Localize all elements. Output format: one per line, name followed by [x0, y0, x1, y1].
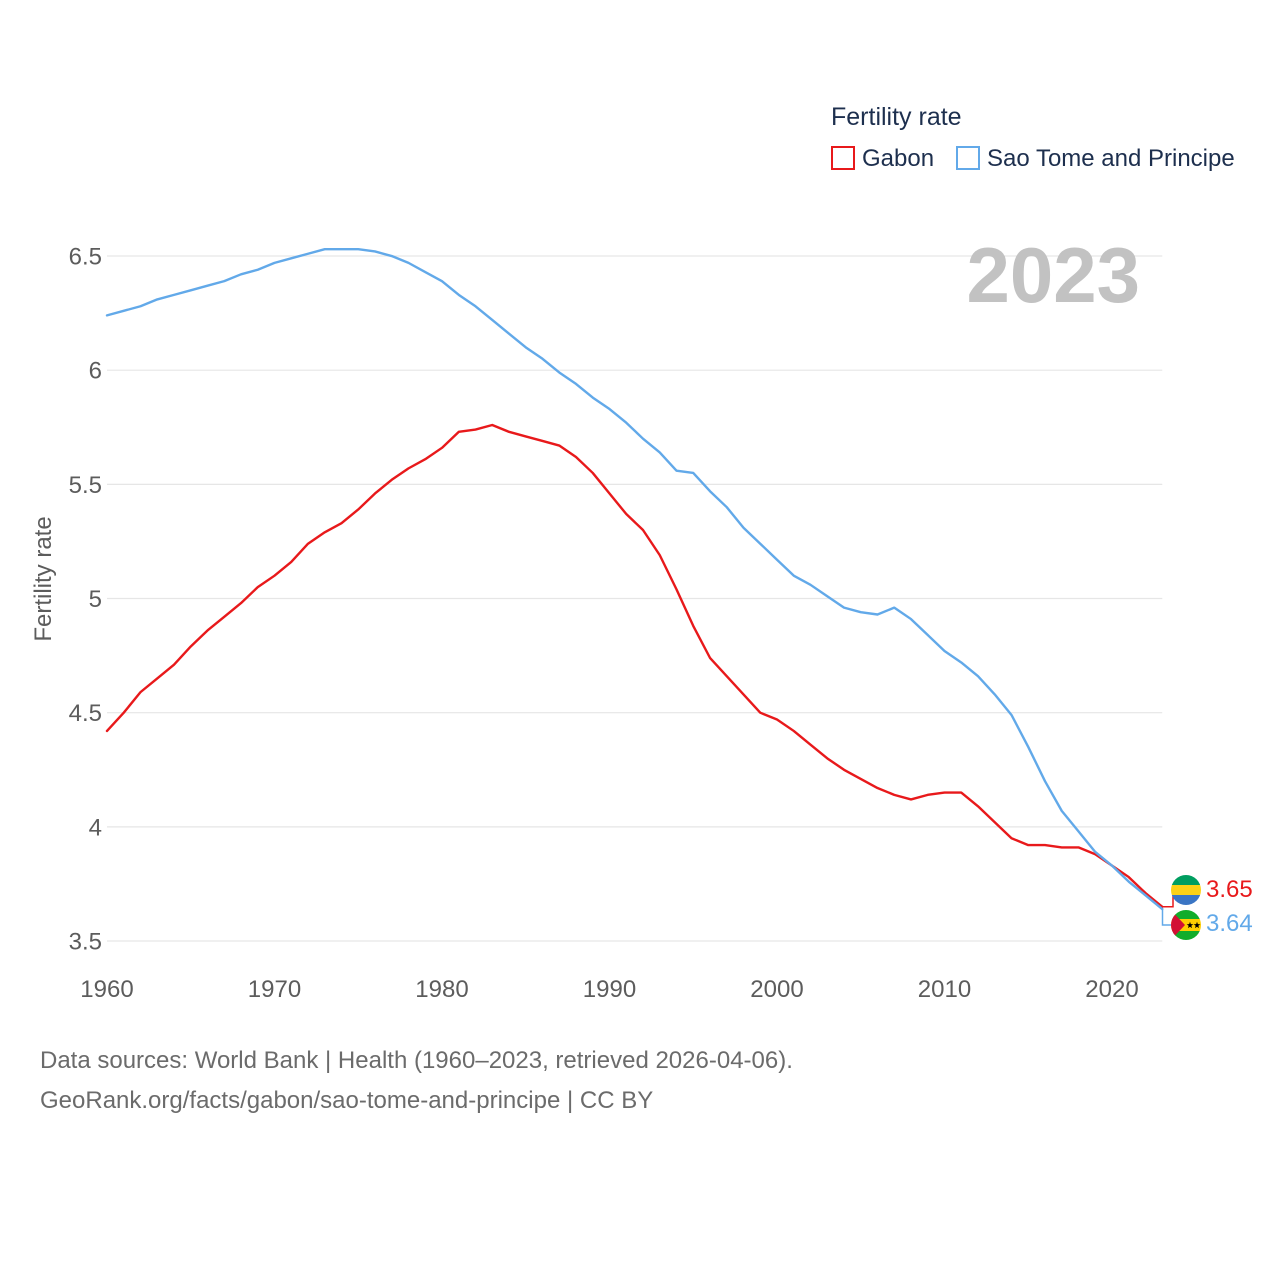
legend-label: Gabon [862, 145, 934, 172]
legend-swatch [831, 146, 855, 170]
year-label: 2023 [966, 231, 1140, 319]
gabon-flag-icon [1171, 875, 1201, 905]
legend: Fertility rate Gabon Sao Tome and Princi… [831, 103, 1235, 172]
series-line-gabon [105, 423, 1164, 908]
y-tick-label: 4 [89, 814, 102, 841]
legend-title: Fertility rate [831, 103, 962, 131]
x-tick-label: 1980 [415, 976, 468, 1003]
end-value-label: 3.65 [1206, 876, 1253, 903]
x-tick-label: 1970 [248, 976, 301, 1003]
end-label-sao-tome-and-principe: 3.64 [1171, 910, 1253, 940]
gridlines [107, 255, 1163, 942]
legend-swatch [956, 146, 980, 170]
y-tick-label: 5.5 [69, 472, 102, 499]
y-tick-label: 3.5 [69, 929, 102, 956]
legend-label: Sao Tome and Principe [987, 145, 1235, 172]
sao-tome-and-principe-flag-icon [1171, 910, 1201, 940]
y-axis-ticks: 6.5 6 5.5 5 4.5 4 3.5 [69, 244, 102, 956]
x-axis-ticks: 1960 1970 1980 1990 2000 2010 2020 [80, 976, 1138, 1003]
x-tick-label: 2020 [1085, 976, 1138, 1003]
y-axis-label: Fertility rate [30, 516, 57, 641]
legend-item-sao-tome-and-principe: Sao Tome and Principe [956, 145, 1235, 172]
y-tick-label: 5 [89, 586, 102, 613]
y-tick-label: 4.5 [69, 700, 102, 727]
series-line-sao-tome-and-principe [105, 247, 1164, 911]
series-lines [105, 247, 1164, 911]
x-tick-label: 1960 [80, 976, 133, 1003]
end-value-label: 3.64 [1206, 910, 1253, 937]
legend-item-gabon: Gabon [831, 145, 934, 172]
x-tick-label: 2010 [918, 976, 971, 1003]
connector-sao-tome-and-principe [1161, 908, 1176, 926]
data-source-note: Data sources: World Bank | Health (1960–… [40, 1047, 793, 1074]
attribution-note: GeoRank.org/facts/gabon/sao-tome-and-pri… [40, 1087, 653, 1114]
y-tick-label: 6.5 [69, 244, 102, 271]
x-tick-label: 1990 [583, 976, 636, 1003]
x-tick-label: 2000 [750, 976, 803, 1003]
end-label-gabon: 3.65 [1171, 875, 1253, 905]
y-tick-label: 6 [89, 358, 102, 385]
